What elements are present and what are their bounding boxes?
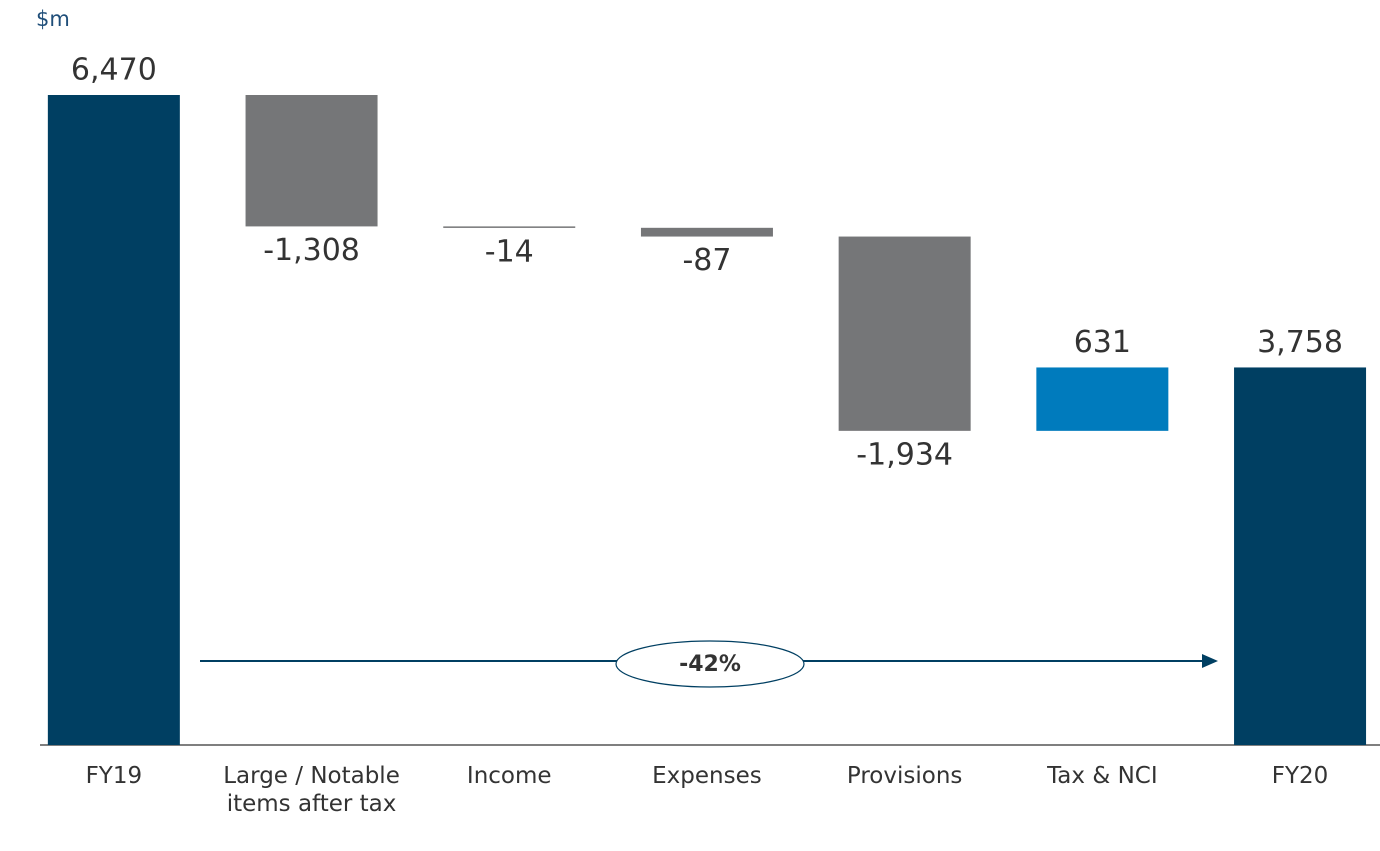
data-label: -14	[485, 234, 534, 269]
data-label: -1,934	[856, 437, 953, 472]
x-tick-label: Income	[466, 763, 552, 789]
data-label: 631	[1074, 325, 1131, 360]
x-tick-label: Expenses	[652, 763, 762, 789]
unit-label: $m	[36, 7, 70, 31]
data-label: -87	[682, 243, 731, 278]
bar	[443, 226, 576, 228]
bar	[640, 227, 773, 237]
x-tick-label: Large / Notable items after tax	[223, 763, 400, 817]
annotation-ellipse	[615, 640, 805, 688]
bar	[245, 95, 378, 227]
x-tick-label: Provisions	[846, 763, 963, 789]
bar	[1234, 367, 1367, 745]
x-tick-label: FY19	[85, 763, 143, 789]
data-label: 3,758	[1257, 325, 1343, 360]
bar	[47, 95, 180, 745]
data-label: -1,308	[263, 233, 360, 268]
x-tick-label: FY20	[1271, 763, 1329, 789]
x-tick-label: Tax & NCI	[1047, 763, 1158, 789]
arrow-head	[1202, 654, 1218, 668]
bar	[838, 236, 971, 431]
data-label: 6,470	[71, 53, 157, 88]
annotation: -42%	[679, 652, 741, 677]
bar	[1036, 367, 1169, 431]
